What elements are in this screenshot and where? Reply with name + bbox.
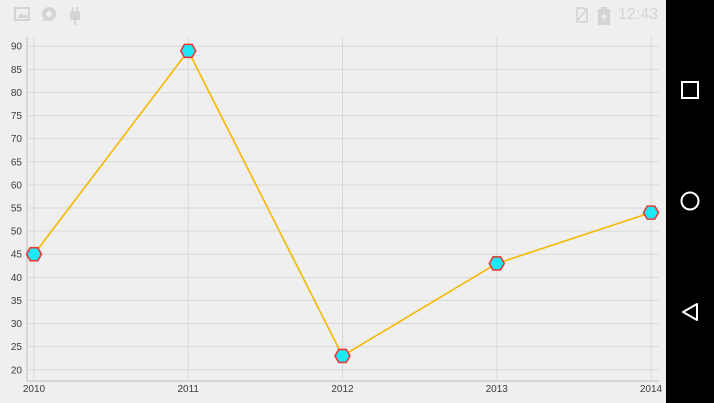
y-tick-label: 45 [11,250,23,261]
x-tick-label: 2013 [486,384,509,395]
y-tick-label: 40 [11,273,23,284]
x-tick-label: 2014 [640,384,663,395]
y-tick-label: 55 [11,204,23,215]
home-button[interactable] [666,181,714,221]
data-point-marker[interactable] [334,348,351,364]
home-icon [680,191,700,211]
series-markers [25,43,660,364]
y-tick-label: 90 [11,42,23,53]
x-tick-label: 2011 [177,384,199,395]
data-point-marker[interactable] [25,246,43,262]
y-tick-label: 20 [11,365,23,376]
chat-bubble-icon [42,7,56,22]
image-icon [14,7,30,21]
recent-apps-button[interactable] [666,70,714,110]
data-point-marker[interactable] [488,256,506,271]
y-tick-label: 80 [11,88,23,99]
y-tick-label: 75 [11,111,23,122]
chart-axes [26,37,659,382]
y-tick-label: 65 [11,157,23,168]
status-time: 12:43 [617,6,658,23]
y-tick-label: 35 [11,296,23,307]
navigation-bar [666,0,714,403]
no-sim-icon [575,7,589,23]
recent-apps-icon [681,81,699,99]
back-button[interactable] [666,292,714,332]
data-point-marker[interactable] [642,205,660,220]
android-icon [70,7,80,25]
data-point-marker[interactable] [179,43,197,59]
y-tick-label: 30 [11,319,23,330]
x-axis-ticks: 2010 2011 2012 2013 2014 [23,384,663,395]
y-tick-label: 25 [11,342,23,353]
y-tick-label: 70 [11,134,23,145]
status-bar: 12:43 [0,0,666,30]
y-axis-ticks: 20 25 30 35 40 45 50 55 60 65 70 75 80 85 90 [11,42,23,377]
back-icon [682,303,698,321]
y-tick-label: 50 [11,227,23,238]
x-tick-label: 2010 [23,384,46,395]
battery-charging-icon [598,7,610,25]
x-tick-label: 2012 [331,384,354,395]
chart-grid [28,37,659,379]
y-tick-label: 60 [11,180,23,191]
y-tick-label: 85 [11,65,23,76]
